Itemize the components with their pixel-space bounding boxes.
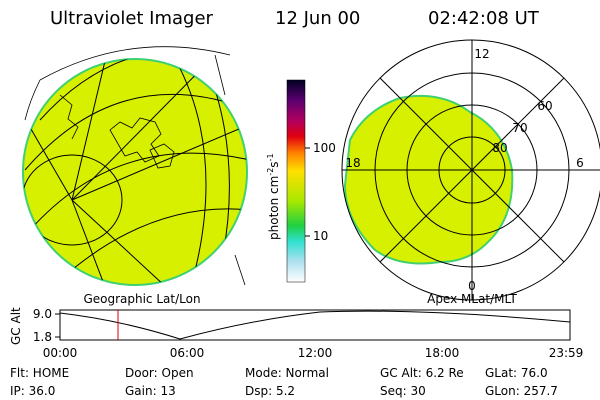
polar-label: 6 [576, 156, 584, 170]
title: Ultraviolet Imager [50, 8, 214, 29]
info-item: GC Alt: 6.2 Re [380, 366, 464, 380]
info-item: Mode: Normal [245, 366, 329, 380]
x-tick-label: 12:00 [298, 346, 333, 360]
polar-label: 0 [468, 279, 476, 293]
info-item: Door: Open [125, 366, 194, 380]
x-tick-label: 18:00 [425, 346, 460, 360]
info-item: IP: 36.0 [10, 384, 55, 398]
polar-label: 70 [512, 121, 527, 135]
polar-label: 80 [492, 141, 507, 155]
info-item: Flt: HOME [10, 366, 69, 380]
polar-plot [341, 39, 600, 301]
info-item: Dsp: 5.2 [245, 384, 295, 398]
polar-label: 60 [537, 99, 552, 113]
polar-label: 12 [474, 47, 489, 61]
x-tick-label: 00:00 [43, 346, 78, 360]
y-tick-label: 1.8 [33, 330, 52, 344]
polar-caption: Apex MLat/MLT [427, 292, 517, 306]
map-caption: Geographic Lat/Lon [83, 292, 200, 306]
altitude-label: GC Alt [9, 307, 23, 345]
exponent: -1 [266, 153, 275, 161]
y-tick-label: 9.0 [33, 307, 52, 321]
info-item: GLat: 76.0 [485, 366, 548, 380]
date: 12 Jun 00 [275, 8, 360, 29]
info-item: GLon: 257.7 [485, 384, 558, 398]
x-tick-label: 06:00 [170, 346, 205, 360]
unit: s [267, 161, 281, 167]
info-item: Seq: 30 [380, 384, 426, 398]
geo-map [22, 46, 248, 286]
exponent: -2 [266, 168, 275, 176]
time: 02:42:08 UT [428, 8, 540, 29]
info-panel: Flt: HOME Door: Open Mode: Normal GC Alt: 6… [10, 366, 558, 398]
info-item: Gain: 13 [125, 384, 176, 398]
polar-label: 18 [345, 156, 360, 170]
colorbar-tick-label: 10 [313, 229, 328, 243]
colorbar [286, 79, 306, 283]
colorbar-tick-label: 100 [313, 141, 336, 155]
unit: photon cm [267, 176, 281, 240]
x-tick-label: 23:59 [549, 346, 584, 360]
altitude-plot [55, 309, 571, 341]
colorbar-label: photon cm-2s-1 [266, 153, 281, 240]
